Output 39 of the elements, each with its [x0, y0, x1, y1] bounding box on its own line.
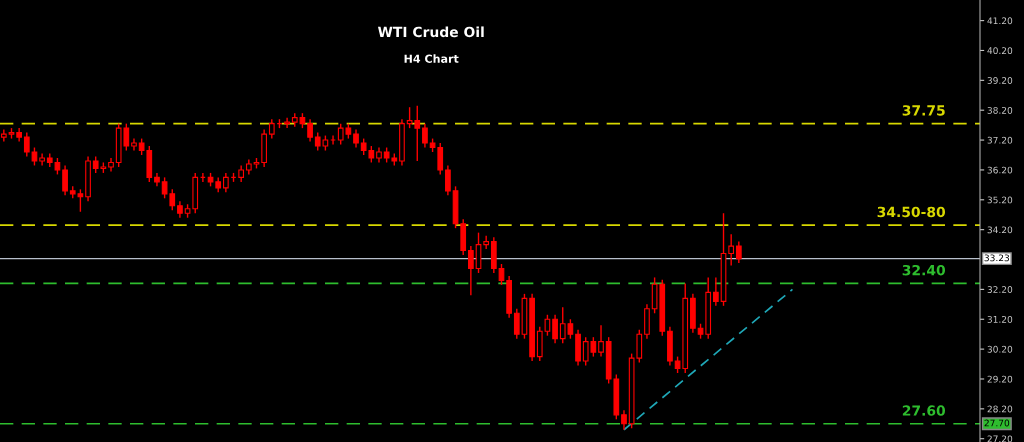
candlestick	[307, 118, 313, 143]
candlestick	[23, 131, 30, 158]
text: WTI Crude Oil	[377, 26, 484, 38]
text: H4 Chart	[404, 54, 459, 63]
y-tick-label: 29.20	[987, 375, 1013, 383]
candlestick	[62, 164, 68, 197]
y-tick-label: 40.20	[987, 47, 1013, 55]
y-tick-label: 27.20	[987, 435, 1013, 442]
candlestick	[728, 233, 735, 267]
candlestick	[713, 276, 719, 307]
candlestick	[268, 118, 275, 140]
candlestick	[422, 122, 428, 149]
annotation: 37.75	[902, 105, 945, 116]
candlestick	[468, 245, 474, 297]
candlestick	[284, 116, 290, 129]
y-tick-label: 37.20	[987, 136, 1013, 144]
y-tick-label: 31.20	[987, 315, 1013, 323]
y-tick-label: 41.20	[987, 17, 1013, 25]
y-tick-label: 36.20	[987, 166, 1013, 174]
y-tick-label: 38.20	[987, 106, 1013, 114]
candlestick	[552, 314, 558, 344]
candlestick	[735, 240, 742, 264]
ref-line-label: 33.23	[984, 254, 1010, 262]
annotation: 32.40	[902, 264, 946, 276]
candlestick	[598, 324, 604, 358]
y-tick-label: 35.20	[987, 196, 1013, 204]
y-tick-label: 39.20	[987, 77, 1013, 84]
candlestick	[483, 234, 490, 250]
annotation: 27.60	[902, 405, 946, 416]
candlestick	[513, 308, 520, 340]
y-tick-label: 30.20	[987, 345, 1013, 353]
annotation: 34.50-80	[877, 206, 946, 218]
candlestick	[223, 172, 229, 194]
y-tick-label: 32.20	[987, 286, 1013, 293]
y-tick-label: 28.20	[987, 405, 1013, 413]
candlestick	[621, 409, 627, 431]
y-tick-label: 34.20	[987, 226, 1013, 234]
ref-line-label: 27.70	[984, 419, 1010, 427]
candlestick	[445, 164, 451, 197]
